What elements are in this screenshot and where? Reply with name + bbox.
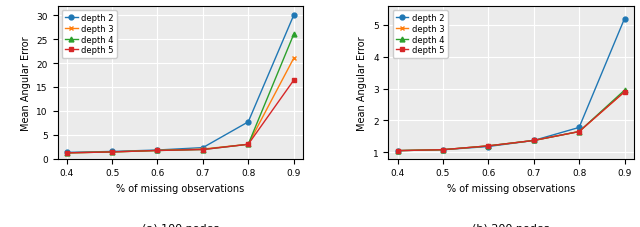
depth 4	[63, 152, 70, 155]
depth 2	[394, 150, 401, 152]
depth 3	[484, 145, 492, 148]
X-axis label: % of missing observations: % of missing observations	[116, 183, 244, 193]
depth 2	[439, 149, 447, 151]
depth 5	[290, 80, 298, 82]
depth 5	[439, 149, 447, 151]
depth 2	[575, 126, 583, 129]
Legend: depth 2, depth 3, depth 4, depth 5: depth 2, depth 3, depth 4, depth 5	[393, 11, 448, 58]
depth 3	[63, 152, 70, 155]
depth 2	[108, 151, 116, 153]
Text: (a) 100 nodes: (a) 100 nodes	[141, 223, 219, 227]
depth 2	[530, 139, 538, 142]
depth 3	[530, 139, 538, 142]
depth 2	[154, 149, 161, 152]
depth 3	[244, 143, 252, 146]
depth 5	[108, 151, 116, 154]
depth 4	[621, 89, 628, 92]
X-axis label: % of missing observations: % of missing observations	[447, 183, 575, 193]
Line: depth 3: depth 3	[64, 57, 296, 156]
depth 5	[154, 149, 161, 152]
depth 4	[290, 34, 298, 37]
depth 3	[108, 151, 116, 154]
depth 2	[290, 15, 298, 18]
depth 4	[199, 148, 207, 151]
depth 2	[484, 146, 492, 148]
depth 3	[394, 150, 401, 152]
depth 3	[621, 91, 628, 94]
depth 4	[108, 151, 116, 154]
Line: depth 5: depth 5	[395, 90, 627, 153]
depth 4	[575, 131, 583, 133]
depth 4	[394, 150, 401, 152]
Text: (b) 200 nodes: (b) 200 nodes	[472, 223, 550, 227]
Line: depth 5: depth 5	[64, 79, 296, 156]
depth 2	[199, 147, 207, 149]
depth 3	[575, 131, 583, 133]
depth 5	[244, 143, 252, 146]
depth 3	[199, 148, 207, 151]
Line: depth 3: depth 3	[395, 90, 627, 153]
Line: depth 4: depth 4	[395, 88, 627, 153]
depth 4	[484, 145, 492, 148]
depth 5	[575, 131, 583, 133]
Legend: depth 2, depth 3, depth 4, depth 5: depth 2, depth 3, depth 4, depth 5	[62, 11, 117, 58]
depth 4	[530, 139, 538, 142]
depth 4	[439, 149, 447, 151]
Line: depth 4: depth 4	[64, 33, 296, 156]
depth 2	[244, 121, 252, 124]
depth 2	[621, 18, 628, 21]
depth 5	[484, 145, 492, 148]
Line: depth 2: depth 2	[64, 14, 296, 155]
depth 5	[199, 148, 207, 151]
depth 3	[154, 149, 161, 152]
Line: depth 2: depth 2	[395, 17, 627, 153]
depth 4	[244, 143, 252, 146]
depth 5	[394, 150, 401, 152]
depth 4	[154, 149, 161, 152]
depth 2	[63, 151, 70, 154]
Y-axis label: Mean Angular Error: Mean Angular Error	[21, 36, 31, 130]
depth 5	[63, 152, 70, 155]
depth 5	[621, 91, 628, 94]
Y-axis label: Mean Angular Error: Mean Angular Error	[358, 36, 367, 130]
depth 5	[530, 139, 538, 142]
depth 3	[290, 58, 298, 60]
depth 3	[439, 149, 447, 151]
